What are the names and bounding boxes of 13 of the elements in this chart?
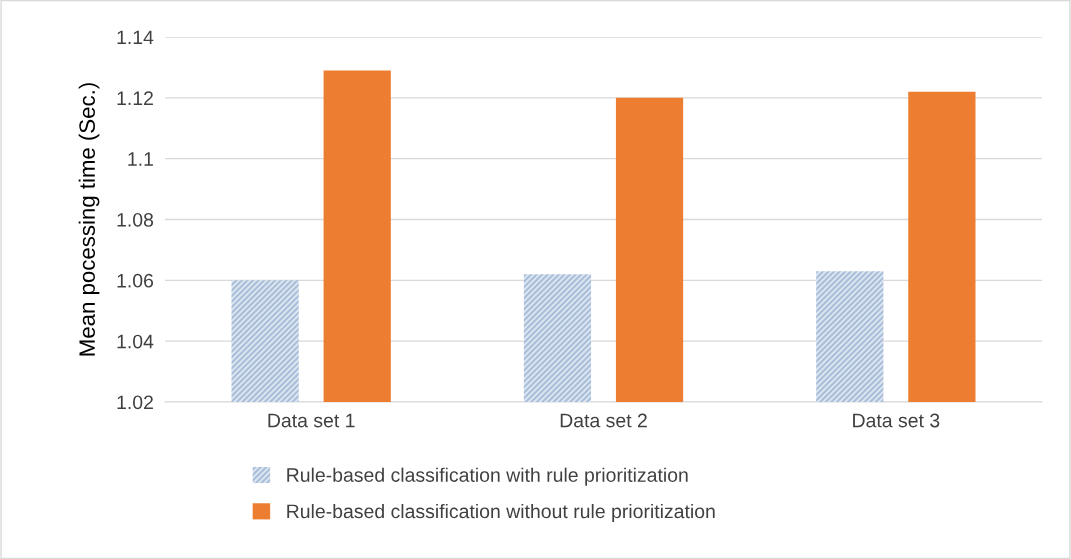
legend-label: Rule-based classification without rule prioritization bbox=[287, 503, 715, 523]
y-tick-label: 1.08 bbox=[117, 212, 154, 227]
y-axis-title: Mean pocessing time (Sec.) bbox=[78, 83, 100, 356]
x-tick-label: Data set 1 bbox=[268, 413, 355, 428]
legend-label: Rule-based classification with rule prioritization bbox=[287, 467, 688, 486]
y-tick-label: 1.04 bbox=[117, 334, 154, 349]
x-tick-label: Data set 2 bbox=[560, 413, 647, 428]
x-tick-label: Data set 3 bbox=[853, 413, 940, 428]
y-tick-label: 1.1 bbox=[128, 152, 153, 166]
y-tick-label: 1.14 bbox=[117, 30, 154, 45]
y-tick-label: 1.12 bbox=[117, 91, 153, 105]
y-tick-label: 1.02 bbox=[117, 395, 153, 410]
y-tick-label: 1.06 bbox=[117, 273, 154, 288]
